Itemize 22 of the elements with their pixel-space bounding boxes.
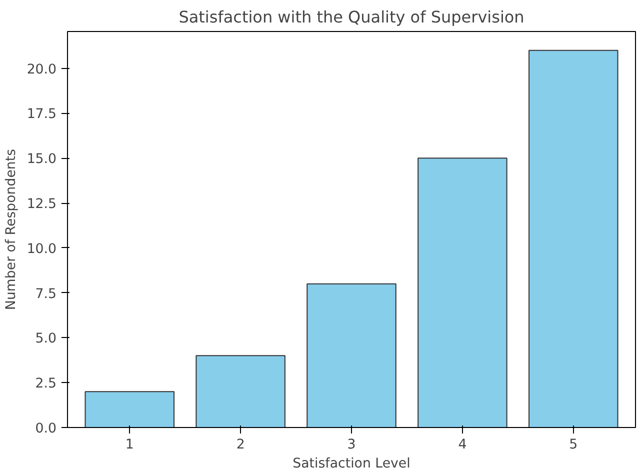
- x-tick-label: 3: [347, 438, 356, 452]
- y-tick-label: 17.5: [26, 107, 57, 122]
- x-tick-label: 2: [236, 438, 245, 452]
- chart-title: Satisfaction with the Quality of Supervision: [178, 8, 524, 26]
- y-tick-label: 12.5: [26, 197, 57, 212]
- x-tick-label: 4: [458, 438, 467, 452]
- y-tick-label: 7.5: [35, 286, 57, 302]
- y-tick-label: 5.0: [35, 332, 57, 347]
- y-tick-label: 2.5: [35, 376, 57, 392]
- bar: [84, 391, 174, 428]
- x-tick-label: 5: [569, 438, 578, 452]
- y-tick-label: 0.0: [35, 422, 57, 436]
- y-axis-title: Number of Respondents: [4, 148, 19, 310]
- bar: [196, 355, 286, 428]
- y-tick-label: 15.0: [26, 152, 57, 168]
- bar: [528, 50, 618, 428]
- y-tick-label: 20.0: [26, 62, 57, 78]
- x-axis-title: Satisfaction Level: [292, 456, 410, 472]
- y-tick-label: 10.0: [26, 242, 57, 257]
- x-tick-label: 1: [125, 438, 134, 452]
- bar: [306, 283, 396, 428]
- bar: [418, 158, 508, 428]
